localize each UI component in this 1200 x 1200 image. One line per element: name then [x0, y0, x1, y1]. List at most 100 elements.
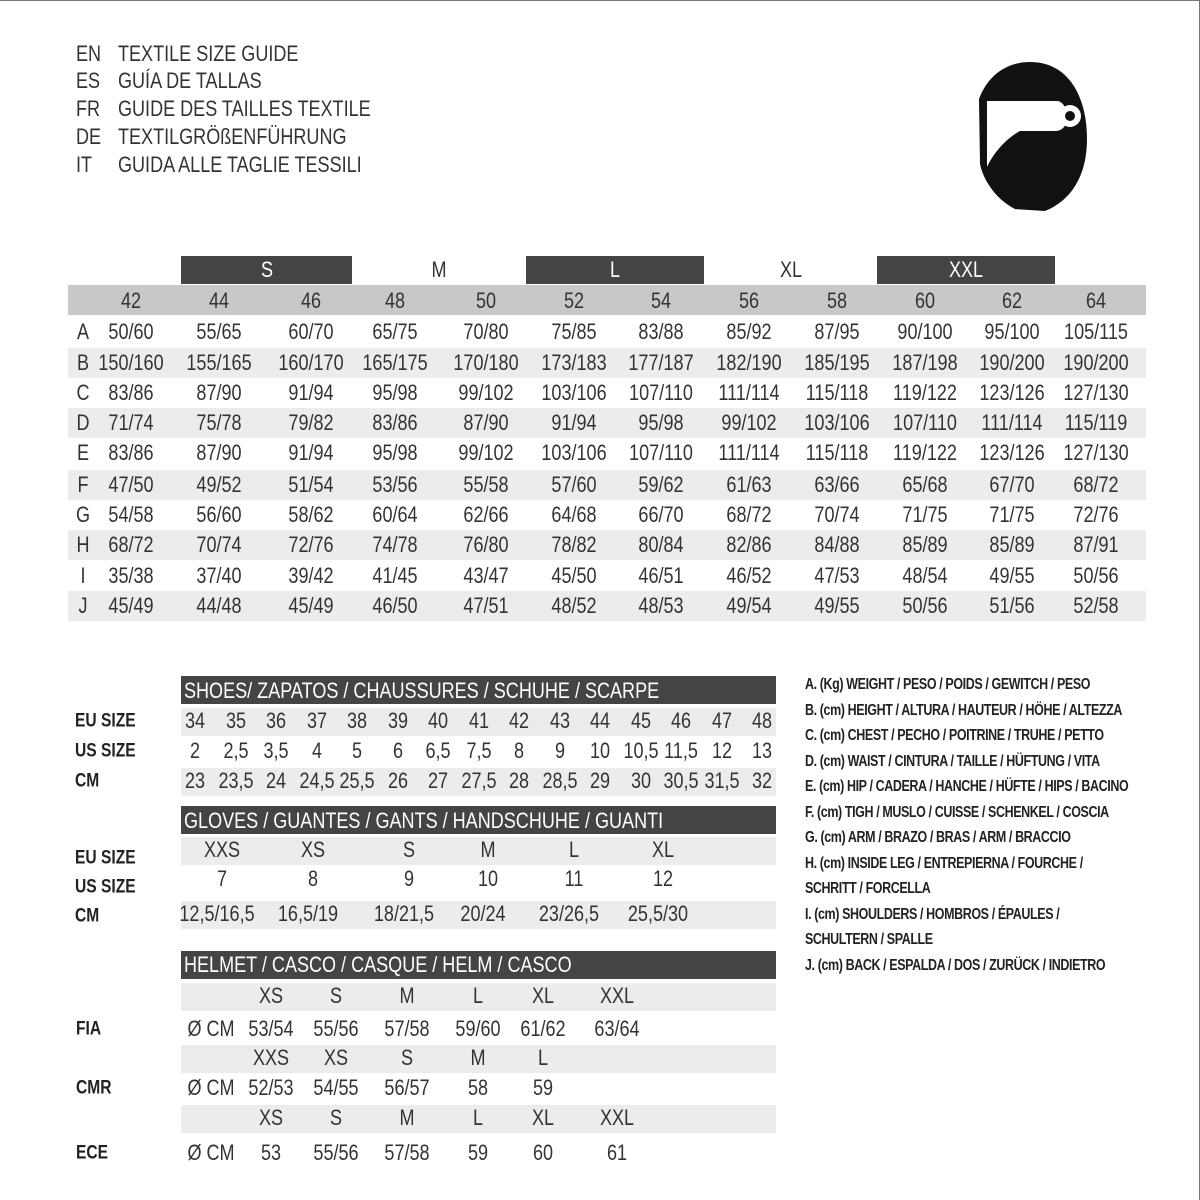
- table-row-stripe: [68, 591, 1146, 621]
- table-cell: 64/68: [551, 502, 597, 527]
- table-cell: 57/58: [384, 1140, 430, 1165]
- table-cell: 71/74: [108, 410, 154, 435]
- table-cell: 30: [630, 768, 651, 793]
- table-cell: 48: [751, 708, 773, 733]
- table-cell: 34: [184, 708, 206, 733]
- table-cell: 95/100: [984, 319, 1040, 344]
- table-cell: 78/82: [551, 532, 597, 557]
- helmet-size: M: [399, 983, 415, 1008]
- unit-label: Ø CM: [187, 1075, 235, 1100]
- table-cell: 36: [265, 708, 287, 733]
- table-cell: 83/86: [108, 380, 154, 405]
- table-cell: 72/76: [1073, 502, 1119, 527]
- table-cell: 66/70: [638, 502, 684, 527]
- table-cell: 49/54: [726, 593, 772, 618]
- table-cell: 44/48: [196, 593, 242, 618]
- helmet-title: HELMET / CASCO / CASQUE / HELM / CASCO: [184, 952, 572, 977]
- table-cell: 170/180: [453, 350, 519, 375]
- table-cell: 11: [564, 866, 584, 891]
- glove-size: L: [568, 837, 580, 862]
- size-group-label: S: [260, 257, 273, 282]
- legend-line: SCHRITT / FORCELLA: [805, 880, 931, 897]
- table-cell: 91/94: [551, 410, 597, 435]
- table-cell: 111/114: [718, 440, 780, 465]
- table-cell: 59/62: [638, 472, 684, 497]
- table-cell: 53/56: [372, 472, 418, 497]
- table-cell: 28,5: [541, 768, 578, 793]
- legend-line: G. (cm) ARM / BRAZO / BRAS / ARM / BRACC…: [805, 829, 1071, 846]
- guide-title: GUIDA ALLE TAGLIE TESSILI: [118, 152, 362, 177]
- helmet-size: M: [399, 1105, 415, 1130]
- table-cell: 47/50: [108, 472, 154, 497]
- table-cell: 90/100: [897, 319, 953, 344]
- table-cell: 123/126: [979, 440, 1045, 465]
- helmet-size: XS: [258, 1105, 284, 1130]
- table-cell: 57/60: [551, 472, 597, 497]
- table-cell: 48/53: [638, 593, 684, 618]
- legend-line: E. (cm) HIP / CADERA / HANCHE / HÜFTE / …: [805, 778, 1129, 795]
- table-cell: 8: [513, 738, 525, 763]
- table-cell: 38: [346, 708, 368, 733]
- table-cell: 50/56: [1073, 563, 1119, 588]
- table-cell: 91/94: [288, 440, 334, 465]
- table-row-stripe: [68, 530, 1146, 560]
- table-cell: 103/106: [804, 410, 870, 435]
- shoes-header-bar: [181, 676, 776, 704]
- table-cell: 25,5: [339, 768, 375, 793]
- table-row-stripe: [181, 1045, 776, 1073]
- legend-line: D. (cm) WAIST / CINTURA / TAILLE / HÜFTU…: [805, 752, 1100, 770]
- table-cell: 59/60: [455, 1016, 501, 1041]
- table-cell: 91/94: [288, 380, 334, 405]
- language-code: EN: [76, 41, 102, 66]
- table-cell: 9: [403, 866, 415, 891]
- table-cell: 44: [589, 708, 611, 733]
- table-cell: 65/75: [372, 319, 418, 344]
- table-row-stripe: [181, 768, 776, 796]
- table-cell: 115/119: [1064, 410, 1128, 435]
- table-cell: 4: [311, 738, 322, 763]
- legend-line: J. (cm) BACK / ESPALDA / DOS / ZURÜCK / …: [805, 956, 1106, 974]
- helmet-size: S: [329, 983, 343, 1008]
- table-cell: 115/118: [805, 440, 869, 465]
- helmet-size: XS: [323, 1045, 349, 1070]
- table-cell: 45/49: [108, 593, 154, 618]
- table-cell: 99/102: [458, 440, 514, 465]
- table-cell: 87/95: [814, 319, 860, 344]
- table-cell: 95/98: [372, 380, 418, 405]
- table-cell: 55/56: [313, 1140, 359, 1165]
- table-cell: 107/110: [629, 380, 693, 405]
- helmet-header-bar: [181, 951, 776, 979]
- table-cell: 20/24: [460, 901, 506, 926]
- table-cell: 31,5: [703, 768, 740, 793]
- table-row-stripe: [68, 348, 1146, 378]
- helmet-size: XL: [531, 983, 555, 1008]
- table-cell: 55/58: [463, 472, 509, 497]
- table-cell: 25,5/30: [627, 901, 689, 926]
- standard-label: CMR: [76, 1077, 112, 1099]
- size-group-header: [526, 256, 704, 284]
- language-code: IT: [76, 152, 93, 177]
- table-cell: 82/86: [726, 532, 772, 557]
- table-row-stripe: [181, 708, 776, 736]
- size-number: 48: [384, 288, 406, 313]
- table-cell: 10: [477, 866, 499, 891]
- size-number-band: [68, 285, 1146, 315]
- table-cell: 177/187: [628, 350, 694, 375]
- table-cell: 70/80: [463, 319, 509, 344]
- language-code: ES: [76, 68, 101, 93]
- table-cell: 51/54: [288, 472, 334, 497]
- table-row-stripe: [181, 1105, 776, 1133]
- table-cell: 48/54: [902, 563, 948, 588]
- table-cell: 10: [589, 738, 611, 763]
- table-cell: 80/84: [638, 532, 684, 557]
- legend-line: I. (cm) SHOULDERS / HOMBROS / ÉPAULES /: [805, 905, 1060, 923]
- glove-size: S: [402, 837, 416, 862]
- table-cell: 52/58: [1073, 593, 1119, 618]
- row-key: C: [76, 380, 90, 405]
- helmet-size: XXL: [599, 983, 635, 1008]
- table-cell: 87/91: [1073, 532, 1119, 557]
- table-row-stripe: [68, 408, 1146, 438]
- size-number: 64: [1085, 288, 1107, 313]
- size-number: 42: [120, 288, 142, 313]
